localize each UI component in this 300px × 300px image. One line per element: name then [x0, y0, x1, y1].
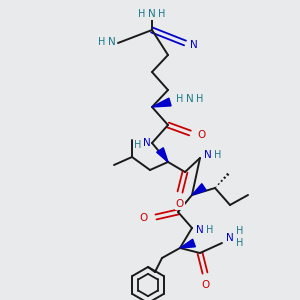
- Text: H: H: [176, 94, 184, 104]
- Text: H: H: [134, 140, 142, 150]
- Text: H: H: [236, 226, 244, 236]
- Polygon shape: [180, 239, 195, 248]
- Text: N: N: [196, 225, 204, 235]
- Text: N: N: [108, 37, 116, 47]
- Text: H: H: [214, 150, 222, 160]
- Text: O: O: [202, 280, 210, 290]
- Text: H: H: [158, 9, 166, 19]
- Text: N: N: [186, 94, 194, 104]
- Text: H: H: [236, 238, 244, 248]
- Text: N: N: [204, 150, 212, 160]
- Polygon shape: [152, 98, 171, 107]
- Text: H: H: [206, 225, 214, 235]
- Text: H: H: [138, 9, 146, 19]
- Text: N: N: [226, 233, 234, 243]
- Text: N: N: [143, 138, 151, 148]
- Text: O: O: [198, 130, 206, 140]
- Polygon shape: [157, 148, 168, 162]
- Text: N: N: [148, 9, 156, 19]
- Text: O: O: [176, 199, 184, 209]
- Text: H: H: [196, 94, 204, 104]
- Polygon shape: [192, 184, 206, 195]
- Text: N: N: [190, 40, 198, 50]
- Text: H: H: [98, 37, 106, 47]
- Text: O: O: [140, 213, 148, 223]
